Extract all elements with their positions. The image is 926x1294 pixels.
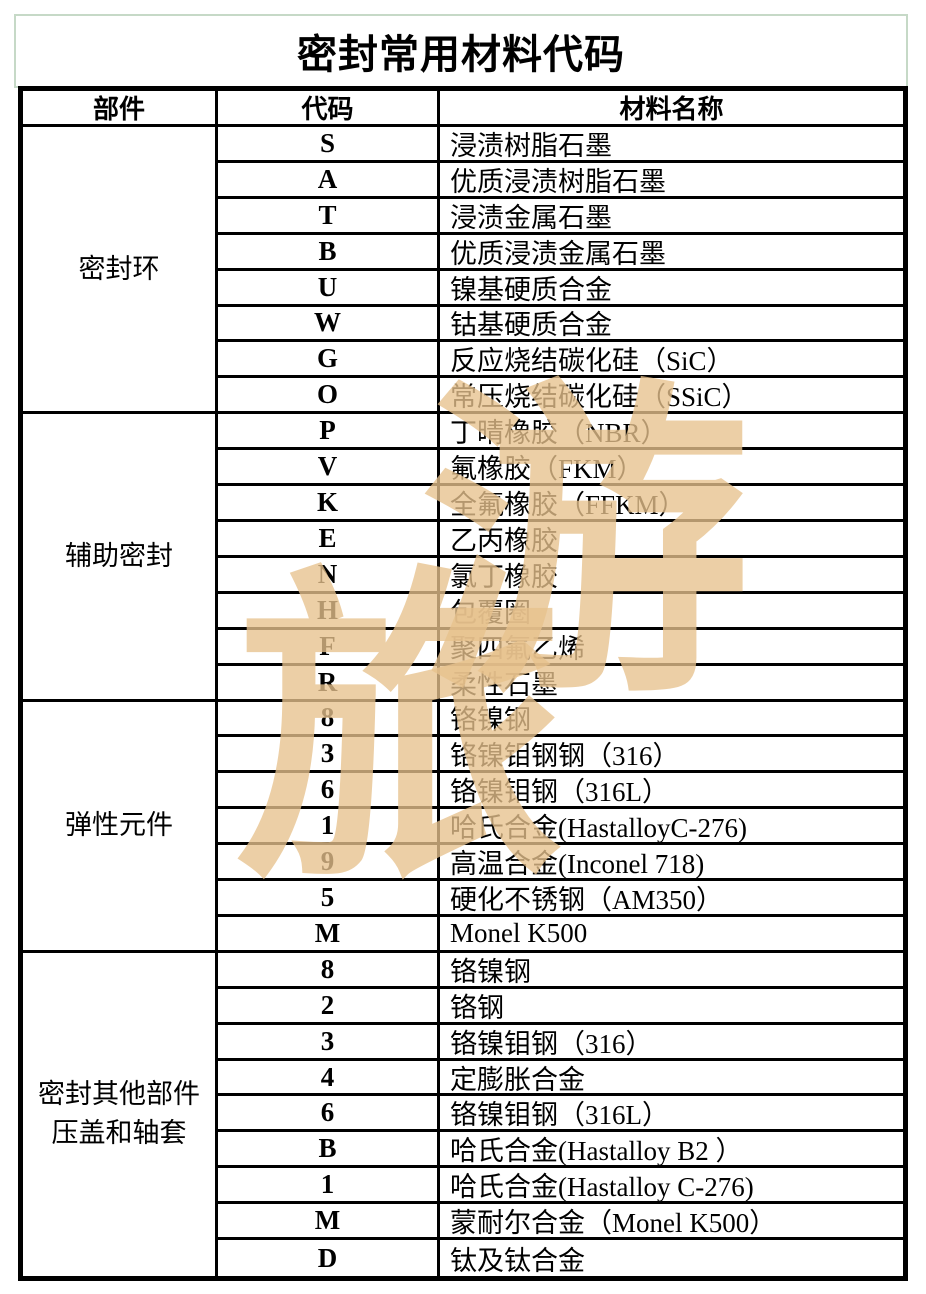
- material-name-cell: 丁晴橡胶（NBR）: [440, 414, 903, 451]
- material-code-cell: 1: [218, 1168, 440, 1205]
- material-code-cell: 9: [218, 845, 440, 882]
- material-code-cell: B: [218, 1132, 440, 1169]
- material-name-cell: 氯丁橡胶: [440, 558, 903, 594]
- material-name-cell: 常压烧结碳化硅（SSiC）: [440, 378, 903, 415]
- material-name-cell: 浸渍树脂石墨: [440, 127, 903, 163]
- material-name-cell: 氟橡胶（FKM）: [440, 450, 903, 487]
- material-name-cell: 优质浸渍金属石墨: [440, 235, 903, 271]
- material-code-cell: 6: [218, 1096, 440, 1133]
- material-code-cell: 6: [218, 773, 440, 810]
- material-name-cell: 哈氏合金(Hastalloy B2 ）: [440, 1132, 903, 1169]
- material-name-cell: 硬化不锈钢（AM350）: [440, 881, 903, 917]
- material-code-cell: V: [218, 450, 440, 487]
- material-code-cell: 3: [218, 737, 440, 774]
- material-code-cell: K: [218, 486, 440, 522]
- material-name-cell: 铬镍钼钢（316）: [440, 1025, 903, 1061]
- material-name-cell: 钴基硬质合金: [440, 307, 903, 343]
- material-name-cell: 聚四氟乙烯: [440, 630, 903, 666]
- material-code-cell: 8: [218, 952, 440, 989]
- col-header-part: 部件: [23, 91, 218, 127]
- part-group-cell: 弹性元件: [23, 701, 218, 953]
- material-code-cell: T: [218, 198, 440, 235]
- material-name-cell: 乙丙橡胶: [440, 522, 903, 558]
- material-name-cell: 浸渍金属石墨: [440, 199, 903, 235]
- material-code-cell: 2: [218, 988, 440, 1025]
- material-code-cell: R: [218, 665, 440, 702]
- material-code-cell: 8: [218, 701, 440, 738]
- material-code-cell: 1: [218, 809, 440, 846]
- material-code-cell: M: [218, 1204, 440, 1241]
- part-group-cell: 密封其他部件压盖和轴套: [23, 952, 218, 1276]
- material-code-cell: 4: [218, 1060, 440, 1097]
- material-code-cell: 3: [218, 1024, 440, 1061]
- material-name-cell: 反应烧结碳化硅（SiC）: [440, 342, 903, 379]
- part-group-cell: 辅助密封: [23, 414, 218, 702]
- material-code-cell: F: [218, 629, 440, 666]
- material-code-cell: A: [218, 162, 440, 199]
- material-name-cell: 铬镍钼钢（316L）: [440, 1096, 903, 1133]
- material-code-cell: S: [218, 127, 440, 163]
- material-code-cell: U: [218, 270, 440, 307]
- material-name-cell: 铬钢: [440, 989, 903, 1025]
- material-name-cell: 包覆圈: [440, 594, 903, 630]
- material-name-cell: 定膨胀合金: [440, 1061, 903, 1097]
- material-name-cell: 铬镍钢: [440, 953, 903, 989]
- material-code-cell: G: [218, 342, 440, 379]
- material-name-cell: Monel K500: [440, 917, 903, 953]
- material-code-cell: W: [218, 306, 440, 343]
- material-name-cell: 柔性石墨: [440, 666, 903, 702]
- material-name-cell: 哈氏合金(Hastalloy C-276): [440, 1168, 903, 1205]
- material-code-cell: P: [218, 414, 440, 451]
- materials-table: 部件 代码 材料名称 密封环 S 浸渍树脂石墨 A 优质浸渍树脂石墨 T 浸渍金属石墨 B 优质…: [18, 86, 908, 1281]
- material-name-cell: 铬镍钢: [440, 702, 903, 738]
- col-header-code: 代码: [218, 91, 440, 127]
- material-name-cell: 铬镍钼钢（316L）: [440, 773, 903, 810]
- title-box: 密封常用材料代码: [14, 14, 908, 88]
- material-name-cell: 高温合金(Inconel 718): [440, 845, 903, 882]
- material-code-cell: N: [218, 557, 440, 594]
- material-name-cell: 哈氏合金(HastalloyC-276): [440, 809, 903, 846]
- material-code-cell: M: [218, 916, 440, 953]
- material-code-cell: B: [218, 234, 440, 271]
- material-code-cell: E: [218, 521, 440, 558]
- material-name-cell: 全氟橡胶（FFKM）: [440, 486, 903, 522]
- material-name-cell: 镍基硬质合金: [440, 271, 903, 307]
- material-name-cell: 优质浸渍树脂石墨: [440, 163, 903, 199]
- col-header-material: 材料名称: [440, 91, 903, 127]
- part-group-cell: 密封环: [23, 127, 218, 415]
- material-name-cell: 蒙耐尔合金（Monel K500）: [440, 1204, 903, 1241]
- material-code-cell: 5: [218, 881, 440, 917]
- material-code-cell: O: [218, 378, 440, 415]
- material-code-cell: D: [218, 1240, 440, 1276]
- material-name-cell: 钛及钛合金: [450, 1245, 585, 1276]
- material-code-cell: H: [218, 593, 440, 630]
- material-name-cell: 铬镍钼钢钢（316）: [440, 737, 903, 774]
- page-title: 密封常用材料代码: [297, 32, 625, 77]
